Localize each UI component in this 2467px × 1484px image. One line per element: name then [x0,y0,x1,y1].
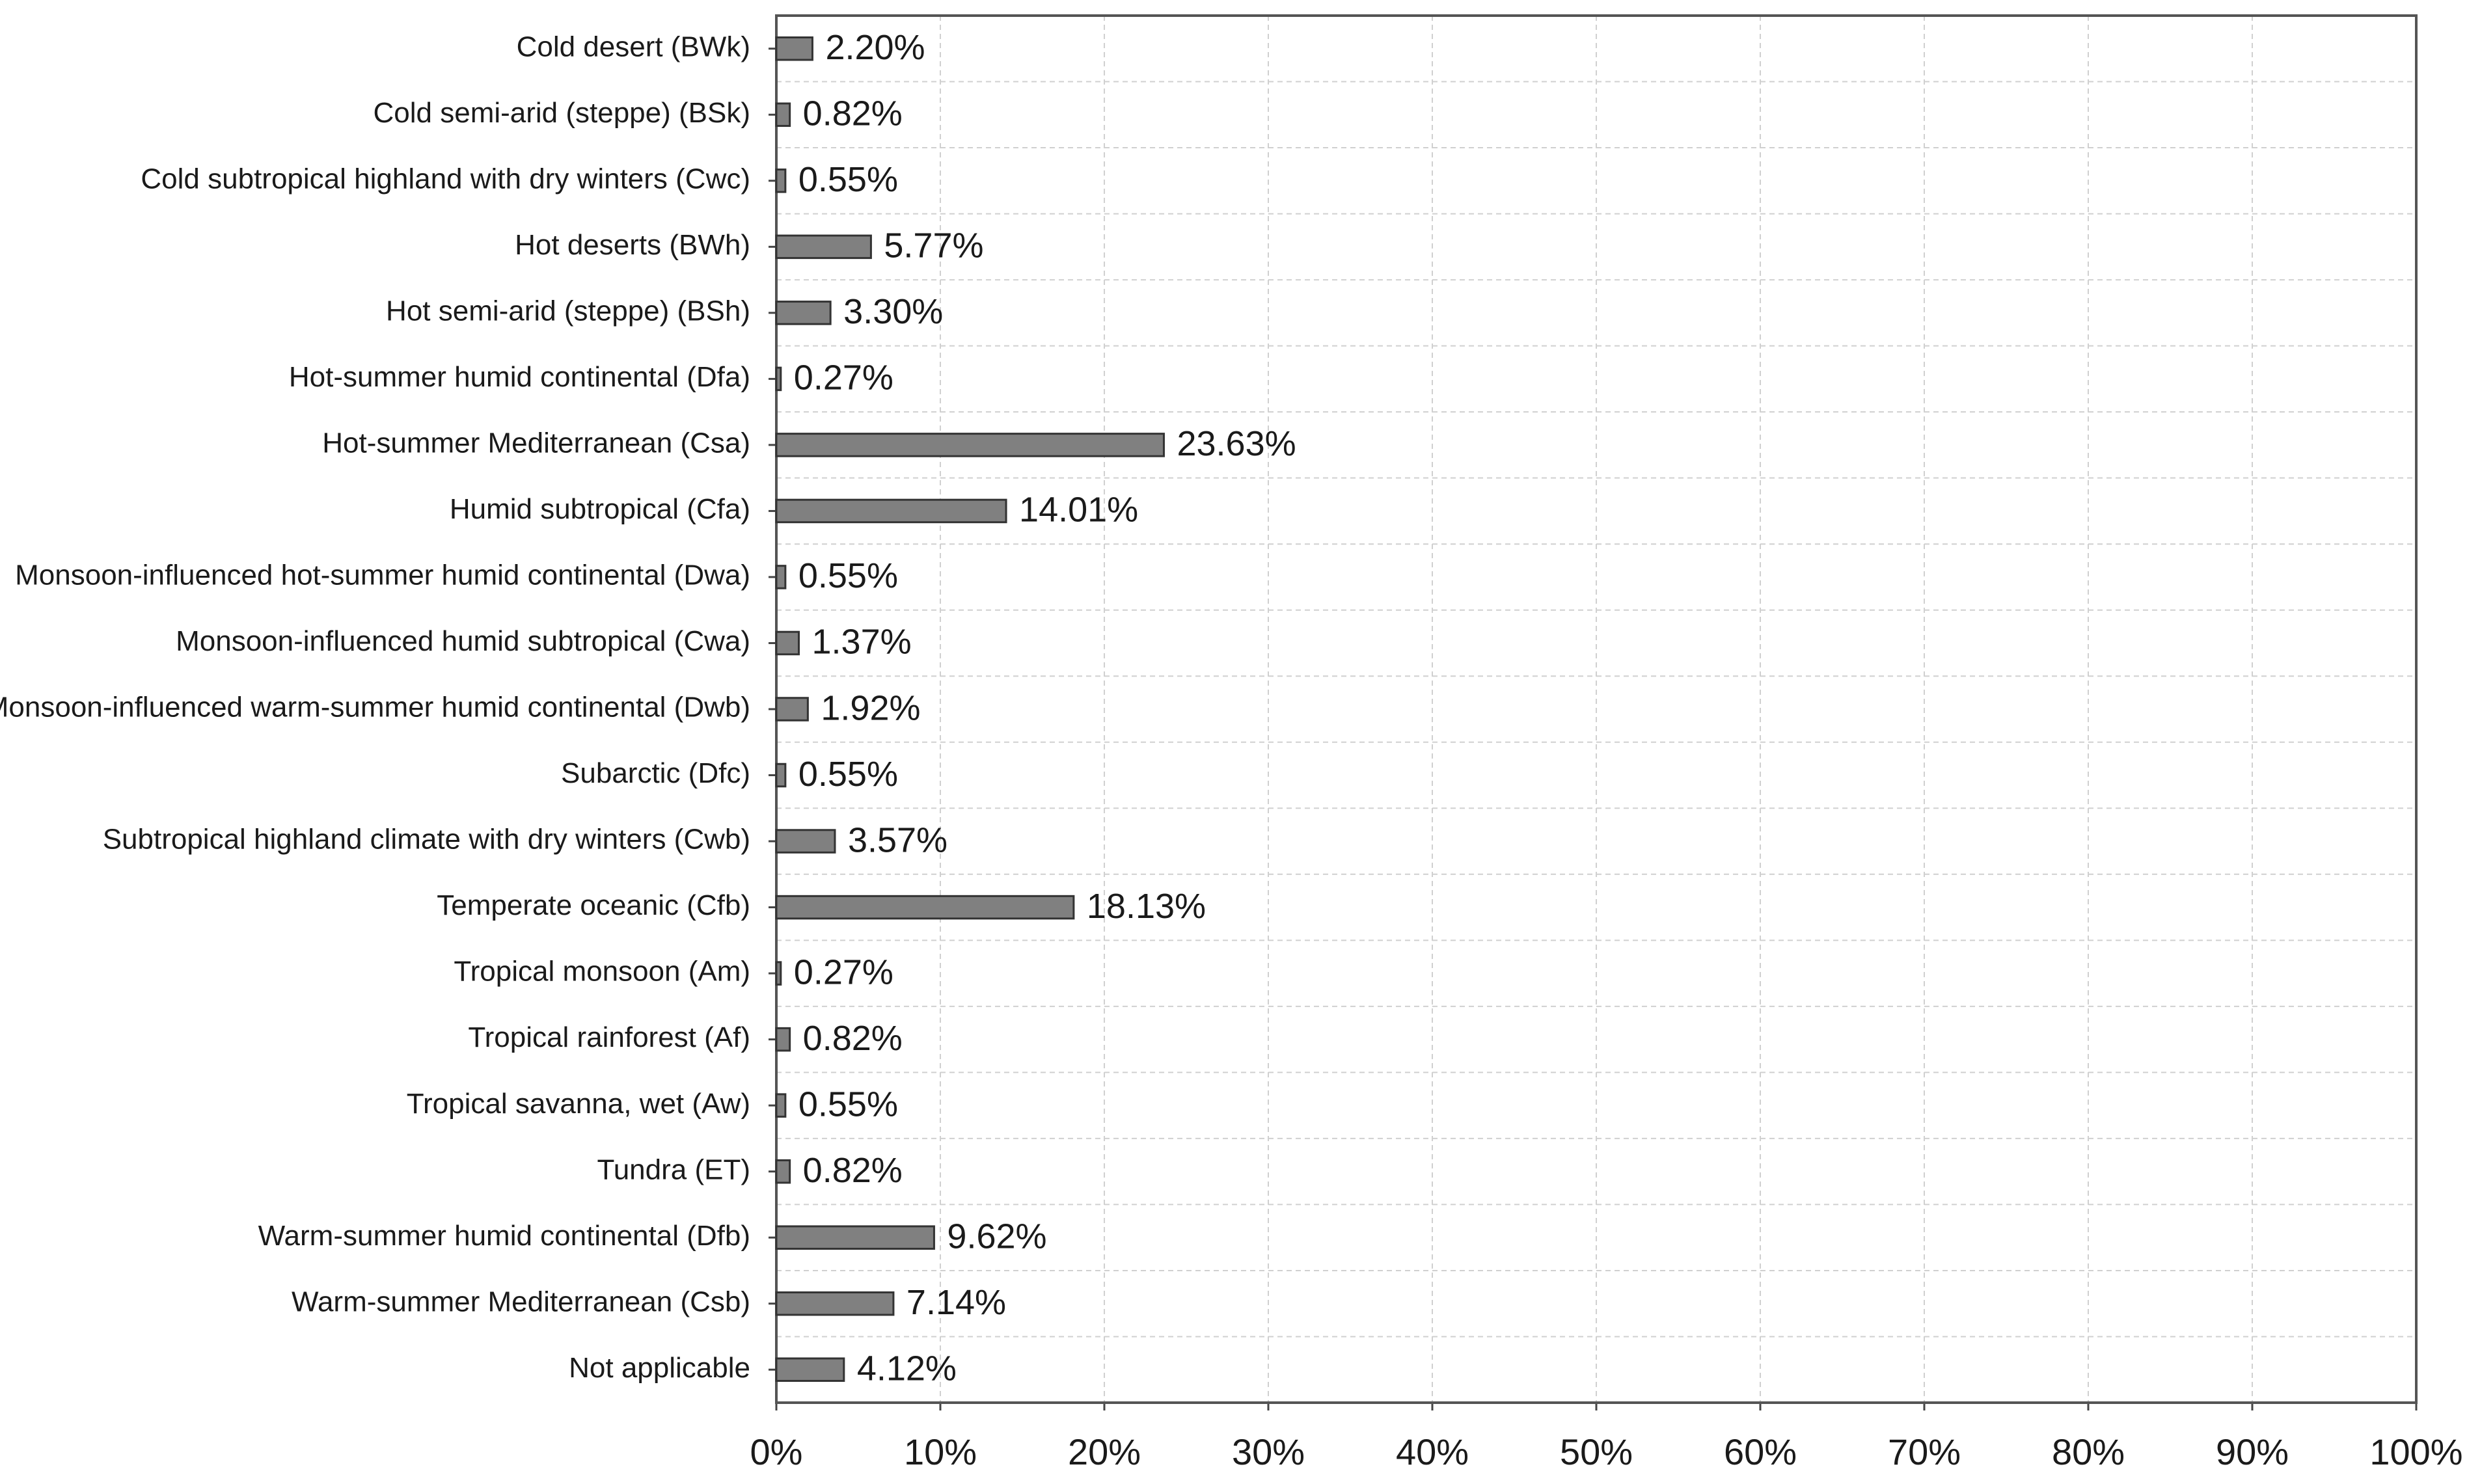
x-tick-label: 90% [2216,1431,2289,1472]
bar [775,895,1075,920]
value-label: 3.57% [848,820,947,859]
x-tick-label: 20% [1068,1431,1141,1472]
y-tick-label: Temperate oceanic (Cfb) [437,889,750,921]
y-tick-label: Warm-summer humid continental (Dfb) [258,1220,750,1252]
value-label: 1.37% [812,623,912,662]
y-tick-label: Monsoon-influenced humid subtropical (Cw… [176,625,750,657]
x-tick-label: 0% [750,1431,803,1472]
value-label: 0.55% [798,556,898,595]
bar [775,565,787,589]
value-label: 18.13% [1087,887,1206,926]
y-tick-label: Humid subtropical (Cfa) [450,493,750,525]
bar [775,829,836,854]
x-tick-label: 40% [1396,1431,1469,1472]
bar [775,498,1007,524]
bar [775,630,800,656]
y-tick-label: Subarctic (Dfc) [561,757,750,789]
bar [775,697,809,722]
bar [775,1225,935,1250]
bar [775,36,813,61]
value-label: 4.12% [857,1349,957,1388]
value-label: 0.27% [794,358,893,398]
value-label: 5.77% [884,226,983,265]
value-label: 14.01% [1019,491,1138,530]
value-label: 0.82% [803,1019,903,1058]
y-tick-label: Monsoon-influenced hot-summer humid cont… [15,560,750,591]
value-label: 0.55% [798,160,898,199]
y-tick-label: Cold subtropical highland with dry winte… [141,163,750,195]
value-label: 7.14% [906,1283,1006,1322]
x-tick-label: 10% [904,1431,977,1472]
bar [775,234,872,260]
value-label: 9.62% [947,1217,1046,1256]
y-tick-label: Monsoon-influenced warm-summer humid con… [0,692,750,723]
x-tick-label: 80% [2052,1431,2125,1472]
x-tick-label: 70% [1888,1431,1961,1472]
value-label: 0.82% [803,94,903,133]
value-label: 0.82% [803,1151,903,1190]
y-tick-label: Not applicable [569,1352,750,1384]
value-label: 3.30% [843,292,943,331]
y-tick-label: Hot semi-arid (steppe) (BSh) [386,295,750,327]
y-tick-label: Tropical rainforest (Af) [468,1021,750,1053]
value-label: 0.55% [798,755,898,794]
y-tick-label: Hot-summer Mediterranean (Csa) [322,427,750,459]
y-tick-label: Warm-summer Mediterranean (Csb) [292,1286,750,1317]
y-tick-label: Cold desert (BWk) [517,31,750,62]
bar [775,1159,791,1184]
y-tick-label: Hot-summer humid continental (Dfa) [289,361,750,393]
bar [775,1027,791,1052]
bar [775,301,832,325]
x-tick-label: 50% [1560,1431,1633,1472]
bar [775,762,787,788]
y-tick-label: Tropical savanna, wet (Aw) [407,1088,750,1120]
bar [775,1357,845,1382]
y-tick-label: Subtropical highland climate with dry wi… [103,824,750,856]
value-label: 2.20% [825,28,925,67]
x-tick-label: 100% [2369,1431,2462,1472]
bar [775,102,791,128]
y-tick-label: Tropical monsoon (Am) [454,956,750,988]
x-tick-label: 60% [1724,1431,1797,1472]
y-tick-label: Hot deserts (BWh) [515,229,750,261]
x-tick-label: 30% [1232,1431,1305,1472]
value-label: 0.27% [794,952,893,992]
y-tick-label: Tundra (ET) [597,1153,750,1185]
value-label: 0.55% [798,1085,898,1124]
bar [775,433,1165,457]
bar [775,169,787,193]
y-tick-label: Cold semi-arid (steppe) (BSk) [374,97,751,129]
bar [775,366,782,392]
bar [775,1093,787,1118]
value-label: 1.92% [821,688,920,727]
bar [775,1291,895,1316]
bar [775,961,782,986]
value-label: 23.63% [1177,424,1296,463]
